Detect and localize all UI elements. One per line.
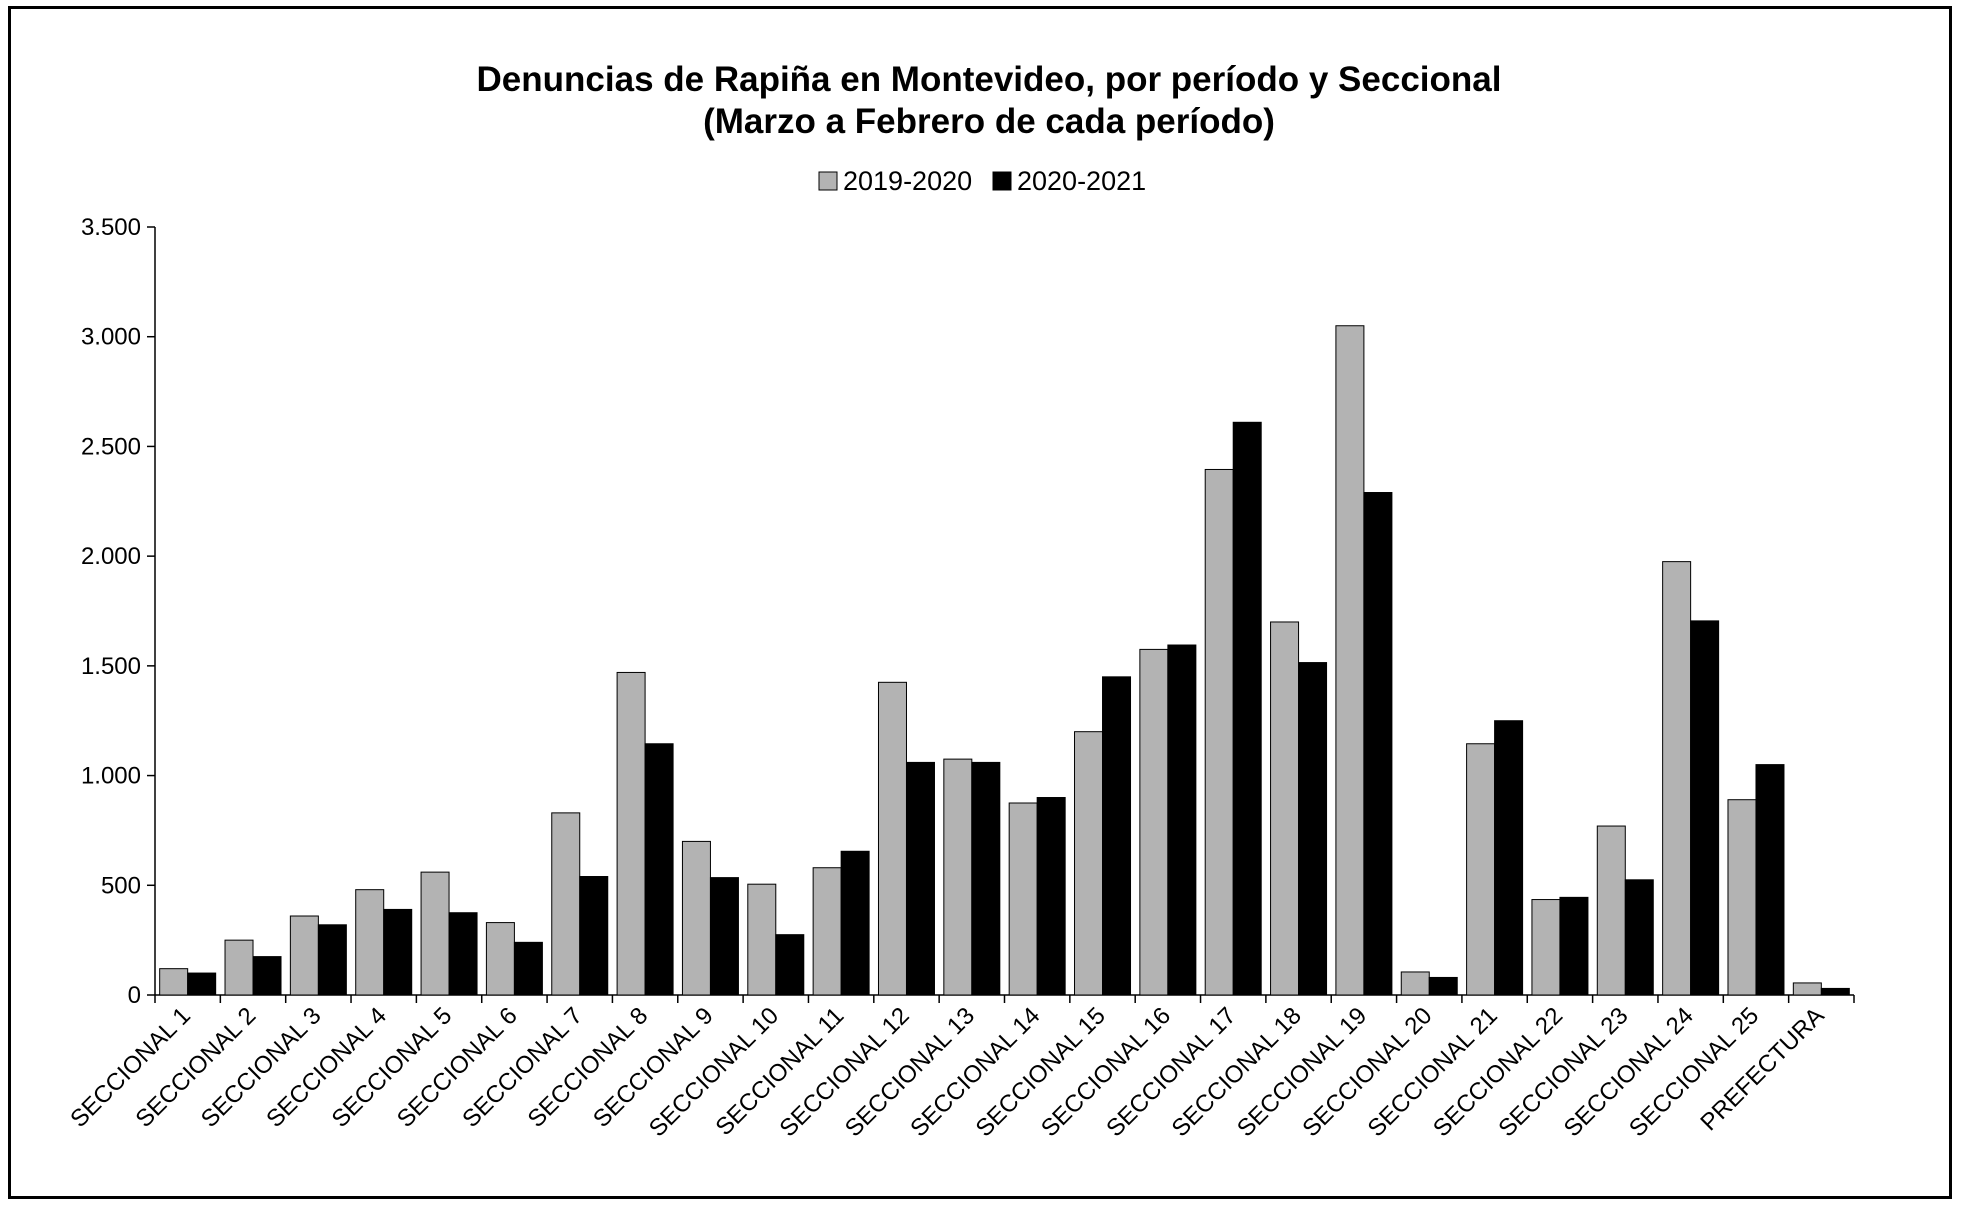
bar-2020-2021-20 [1428, 976, 1458, 996]
bar-2020-2021-14 [1036, 797, 1066, 996]
legend-swatch-2019-2020 [818, 171, 838, 191]
bar-2019-2020-26 [1792, 982, 1822, 996]
chart-title: Denuncias de Rapiña en Montevideo, por p… [477, 60, 1502, 99]
bar-2019-2020-19 [1335, 325, 1365, 996]
bar-2020-2021-19 [1363, 492, 1393, 996]
bar-2019-2020-22 [1531, 899, 1561, 996]
bar-2020-2021-23 [1624, 879, 1654, 996]
bar-2020-2021-12 [905, 761, 935, 996]
bar-2020-2021-16 [1167, 644, 1197, 996]
bar-2019-2020-8 [616, 671, 646, 996]
bar-2019-2020-9 [681, 840, 711, 996]
y-tick-label: 0 [128, 982, 141, 1009]
bar-2019-2020-3 [289, 915, 319, 996]
bar-2020-2021-5 [448, 912, 478, 996]
y-tick-label: 3.500 [81, 214, 141, 241]
bar-2020-2021-11 [840, 850, 870, 996]
y-tick-label: 3.000 [81, 324, 141, 351]
y-tick-label: 2.500 [81, 433, 141, 460]
y-tick-label: 500 [101, 872, 141, 899]
bar-2020-2021-1 [187, 972, 217, 996]
chart-frame: Denuncias de Rapiña en Montevideo, por p… [8, 6, 1952, 1199]
bar-2020-2021-21 [1494, 720, 1524, 996]
bar-2019-2020-15 [1074, 731, 1104, 996]
bars [159, 325, 1850, 996]
bar-2019-2020-6 [485, 922, 515, 996]
bar-2019-2020-13 [943, 758, 973, 996]
bar-2019-2020-5 [420, 871, 450, 996]
bar-2019-2020-4 [355, 889, 385, 996]
bar-2019-2020-12 [877, 681, 907, 996]
bar-2019-2020-20 [1400, 971, 1430, 996]
bar-2020-2021-7 [579, 876, 609, 996]
bar-2019-2020-14 [1008, 802, 1038, 996]
bar-2020-2021-15 [1102, 676, 1132, 996]
x-axis [154, 994, 1855, 1003]
bar-2019-2020-18 [1270, 621, 1300, 996]
bar-2020-2021-8 [644, 743, 674, 996]
y-tick-label: 1.500 [81, 653, 141, 680]
bar-2020-2021-22 [1559, 896, 1589, 996]
bar-2019-2020-7 [551, 812, 581, 996]
bar-2019-2020-11 [812, 867, 842, 996]
bar-2019-2020-10 [747, 883, 777, 996]
bar-2020-2021-26 [1820, 987, 1850, 996]
chart-svg: Denuncias de Rapiña en Montevideo, por p… [65, 60, 1855, 1142]
bar-2020-2021-4 [383, 908, 413, 996]
bar-2019-2020-17 [1204, 468, 1234, 996]
bar-2020-2021-2 [252, 956, 282, 996]
bar-2020-2021-25 [1755, 764, 1785, 996]
legend-label-2020-2021: 2020-2021 [1017, 166, 1146, 196]
bar-2020-2021-24 [1690, 620, 1720, 996]
bar-2019-2020-23 [1596, 825, 1626, 996]
legend-swatch-2020-2021 [992, 171, 1012, 191]
bar-2019-2020-1 [159, 968, 189, 996]
legend: 2019-2020 2020-2021 [818, 166, 1146, 196]
bar-2019-2020-2 [224, 939, 254, 996]
bar-2019-2020-25 [1727, 799, 1757, 996]
y-axis: 0 500 1.000 1.500 2.000 2.500 3.000 3.500 [81, 214, 156, 1009]
bar-2020-2021-17 [1232, 421, 1262, 996]
y-tick-label: 1.000 [81, 763, 141, 790]
bar-2020-2021-3 [317, 924, 347, 996]
legend-label-2019-2020: 2019-2020 [843, 166, 972, 196]
bar-2019-2020-24 [1662, 561, 1692, 996]
chart-subtitle: (Marzo a Febrero de cada período) [703, 102, 1275, 141]
bar-2020-2021-18 [1298, 662, 1328, 996]
bar-2019-2020-16 [1139, 648, 1169, 996]
bar-2020-2021-10 [775, 934, 805, 996]
bar-2020-2021-9 [709, 877, 739, 996]
bar-2020-2021-6 [513, 941, 543, 996]
bar-2020-2021-13 [971, 761, 1001, 996]
bar-2019-2020-21 [1466, 743, 1496, 996]
y-tick-label: 2.000 [81, 543, 141, 570]
